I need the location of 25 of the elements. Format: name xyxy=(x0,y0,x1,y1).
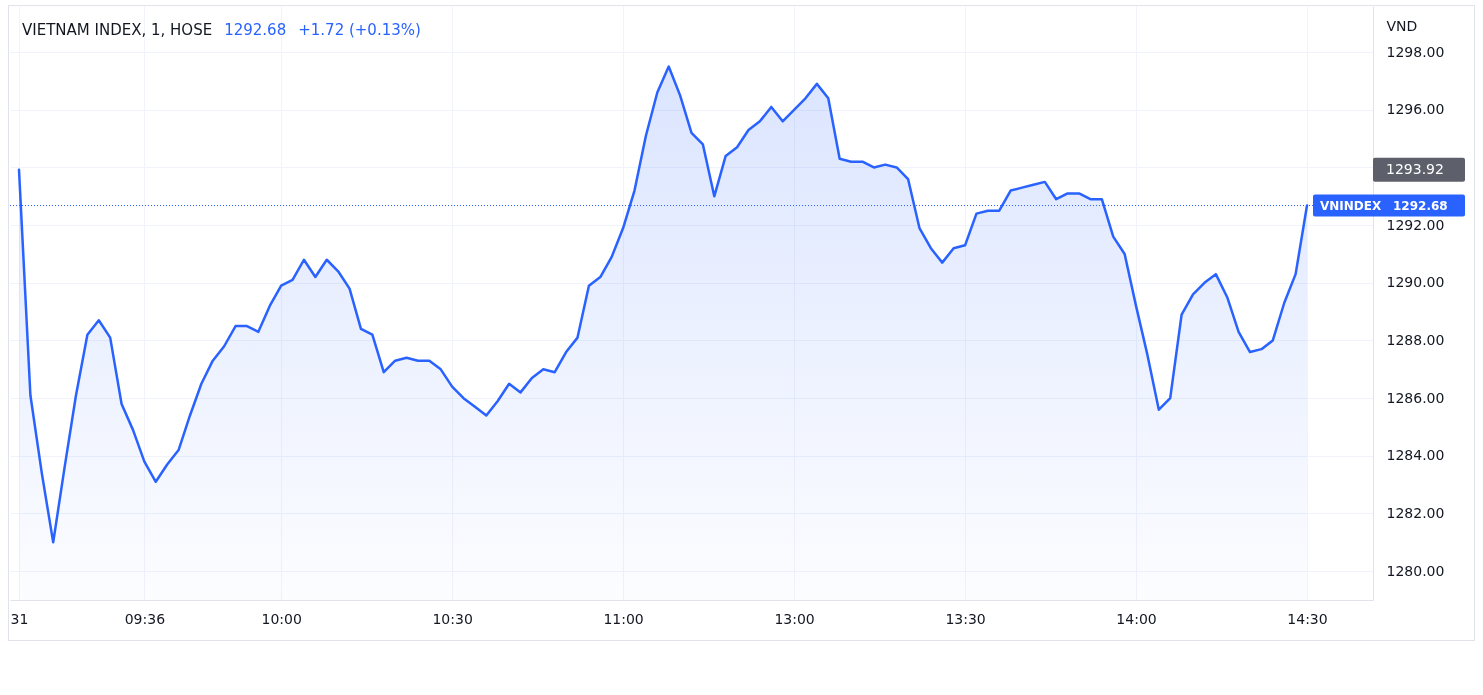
x-tick-label: 09:36 xyxy=(124,610,166,627)
annotation: +1.72 (+0.13%) xyxy=(298,21,421,39)
x-tick-label: 14:30 xyxy=(1287,610,1328,627)
y-tick-label: 1290.00 xyxy=(1386,274,1445,291)
ref-line-label: VNINDEX xyxy=(1320,198,1382,213)
text: 1292.68 xyxy=(1393,198,1448,213)
y-tick-label: 1282.00 xyxy=(1386,505,1445,521)
y-tick-label: 1280.00 xyxy=(1386,562,1445,579)
x-tick-label: 13:00 xyxy=(774,610,815,627)
y-tick-label: 1284.00 xyxy=(1386,447,1445,464)
annotation: 1292.68 xyxy=(224,21,287,39)
y-tick-label: 1286.00 xyxy=(1386,389,1445,406)
text: 1293.92 xyxy=(1386,160,1444,177)
y-tick-label: 1292.00 xyxy=(1386,216,1445,233)
text: VIETNAM INDEX, 1, HOSE xyxy=(22,21,213,39)
x-tick-label: 10:00 xyxy=(261,610,302,627)
y-tick-label: 1298.00 xyxy=(1386,43,1445,60)
x-tick-label: 11:00 xyxy=(603,610,644,627)
y-tick-label: 1288.00 xyxy=(1386,331,1445,348)
y-axis-title: VND xyxy=(1386,17,1418,34)
y-tick-label: 1296.00 xyxy=(1386,101,1445,118)
x-tick-label: 14:00 xyxy=(1116,610,1157,627)
x-tick-label: 13:30 xyxy=(945,610,986,627)
x-tick-label: 10:30 xyxy=(432,610,473,627)
x-tick-label: 31 xyxy=(10,610,29,627)
